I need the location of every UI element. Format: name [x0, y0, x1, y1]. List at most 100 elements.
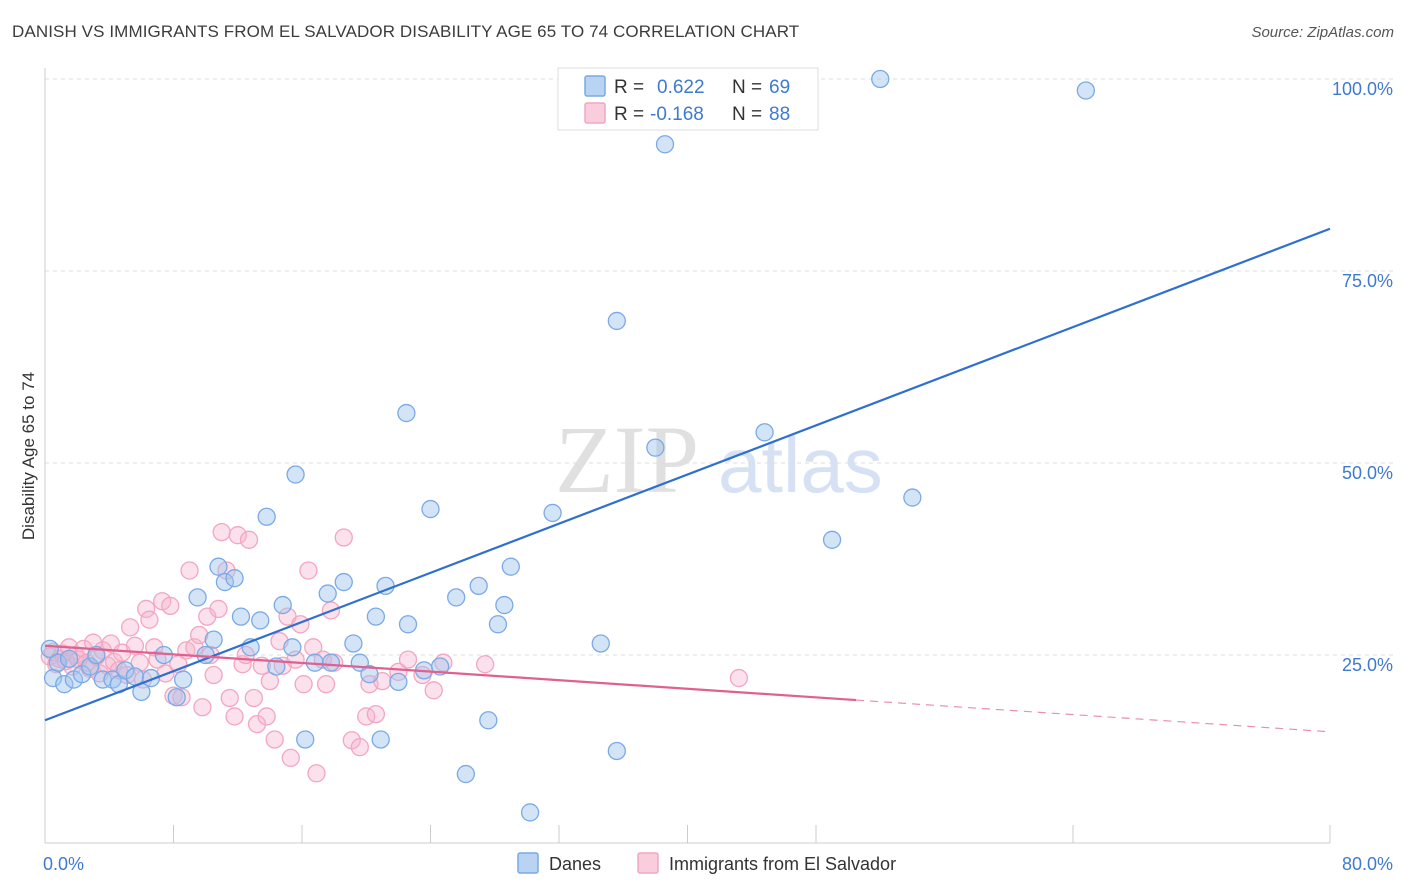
point-danes-62	[646, 438, 665, 457]
watermark-atlas: atlas	[718, 421, 883, 509]
tick-labels: 25.0% 50.0% 75.0% 100.0% 0.0% 80.0%	[43, 79, 1393, 874]
point-danes-21	[204, 630, 223, 649]
point-immigrants-40	[190, 625, 209, 645]
point-danes-46	[398, 615, 418, 634]
point-danes-4	[59, 649, 79, 668]
point-immigrants-27	[137, 599, 156, 619]
point-immigrants-53	[239, 530, 259, 549]
point-immigrants-79	[366, 704, 386, 724]
point-immigrants-87	[729, 668, 749, 688]
point-immigrants-23	[120, 618, 140, 637]
point-immigrants-66	[294, 675, 313, 694]
point-danes-17	[167, 688, 186, 707]
y-tick-label-3: 100.0%	[1332, 79, 1393, 99]
legend-swatch-danes	[584, 75, 606, 97]
legend-n-label-immigrants: N =	[732, 104, 762, 125]
point-immigrants-63	[281, 748, 300, 768]
chart-source: Source: ZipAtlas.com	[1251, 24, 1394, 41]
point-danes-36	[321, 653, 341, 672]
point-danes-51	[456, 764, 475, 784]
x-tick-label-0: 0.0%	[43, 854, 84, 874]
point-danes-12	[116, 661, 135, 680]
point-danes-28	[257, 507, 276, 526]
trend-lines	[44, 227, 1331, 733]
point-danes-58	[543, 503, 562, 523]
point-immigrants-38	[180, 561, 199, 580]
point-immigrants-28	[140, 610, 159, 629]
point-danes-33	[296, 730, 315, 749]
point-danes-67	[903, 488, 922, 507]
legend-r-label-danes: R =	[614, 77, 644, 98]
point-danes-49	[430, 657, 450, 676]
x-tick-label-1: 80.0%	[1342, 854, 1393, 874]
point-immigrants-82	[398, 650, 418, 669]
point-immigrants-50	[228, 526, 247, 545]
point-danes-22	[209, 557, 228, 576]
point-danes-41	[366, 607, 386, 626]
point-danes-57	[520, 803, 540, 822]
point-immigrants-84	[424, 681, 443, 700]
legend-r-value-danes: 0.622	[657, 77, 705, 98]
point-immigrants-76	[350, 738, 369, 757]
bottom-legend: Danes Immigrants from El Salvador	[517, 852, 896, 874]
point-danes-60	[607, 741, 626, 761]
point-immigrants-49	[225, 707, 244, 726]
legend-r-value-immigrants: -0.168	[650, 104, 704, 125]
point-danes-3	[55, 675, 74, 694]
point-danes-54	[488, 615, 508, 634]
point-danes-24	[225, 569, 244, 588]
point-danes-59	[591, 634, 610, 653]
point-immigrants-71	[316, 675, 336, 694]
point-immigrants-86	[475, 655, 495, 674]
trend-line-immigrants-dashed	[856, 699, 1331, 733]
legend-n-value-immigrants: 88	[769, 104, 790, 125]
point-danes-44	[389, 672, 408, 692]
point-danes-40	[360, 665, 379, 684]
bottom-legend-label-immigrants: Immigrants from El Salvador	[669, 854, 896, 874]
point-immigrants-57	[257, 707, 276, 726]
trend-line-danes	[44, 227, 1331, 722]
point-immigrants-74	[334, 528, 353, 547]
watermark-zip: ZIP	[555, 406, 699, 513]
point-danes-50	[447, 588, 466, 607]
bottom-legend-swatch-danes	[517, 852, 539, 874]
point-danes-61	[607, 311, 626, 331]
point-immigrants-59	[265, 730, 284, 749]
top-legend: R = 0.622 N = 69 R = -0.168 N = 88	[557, 67, 819, 131]
point-danes-53	[479, 711, 498, 730]
legend-r-label-immigrants: R =	[614, 104, 644, 125]
trend-line-immigrants	[44, 644, 857, 702]
point-danes-35	[318, 584, 337, 603]
point-immigrants-48	[220, 688, 239, 708]
point-danes-2	[48, 653, 67, 672]
bottom-legend-swatch-immigrants	[637, 852, 659, 874]
point-danes-68	[1076, 81, 1095, 100]
point-immigrants-41	[193, 698, 212, 717]
point-danes-55	[495, 595, 514, 615]
y-tick-label-0: 25.0%	[1342, 655, 1393, 675]
point-danes-19	[188, 588, 207, 607]
point-immigrants-36	[172, 688, 191, 707]
point-danes-48	[421, 499, 440, 519]
y-axis-label: Disability Age 65 to 74	[19, 372, 38, 540]
point-danes-0	[40, 639, 59, 659]
point-danes-42	[371, 730, 390, 749]
point-danes-64	[755, 423, 774, 442]
chart-title: DANISH VS IMMIGRANTS FROM EL SALVADOR DI…	[12, 22, 800, 41]
point-immigrants-69	[307, 764, 326, 783]
point-immigrants-55	[247, 714, 267, 734]
legend-swatch-immigrants	[584, 102, 606, 124]
point-danes-56	[501, 557, 520, 576]
point-danes-63	[655, 135, 675, 154]
point-danes-7	[80, 657, 100, 676]
point-immigrants-46	[212, 522, 231, 542]
point-immigrants-68	[304, 638, 323, 657]
point-danes-45	[397, 403, 416, 423]
point-immigrants-24	[125, 636, 145, 655]
bottom-legend-label-danes: Danes	[549, 854, 601, 874]
legend-n-value-danes: 69	[769, 77, 790, 98]
points-danes	[40, 69, 1095, 822]
point-danes-52	[469, 576, 488, 596]
point-danes-32	[286, 465, 305, 484]
